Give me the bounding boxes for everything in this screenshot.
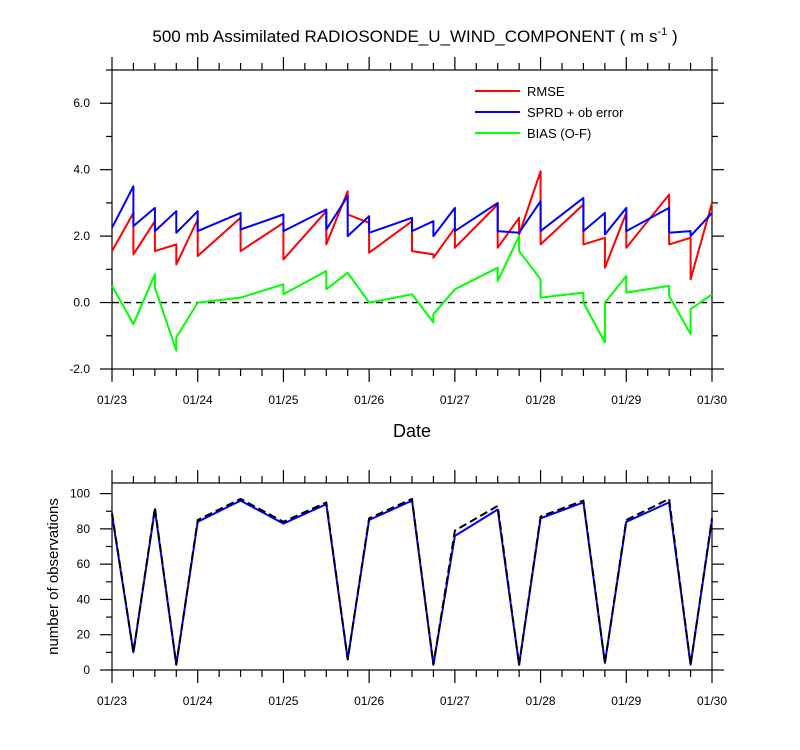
stats-x-tick-label: 01/25: [268, 393, 298, 407]
stats-x-ticks: [111, 57, 713, 382]
obs-x-tick-label: 01/27: [440, 694, 470, 708]
x-axis-title: Date: [393, 421, 431, 441]
obs-x-ticks: [111, 470, 713, 683]
stats-x-tick-label: 01/27: [440, 393, 470, 407]
obs-y-tick-label: 20: [77, 628, 91, 642]
observations-panel: 01/23 01/24 01/25 01/26 01/27 01/28 01/29 01/30…: [45, 470, 727, 708]
obs-x-tick-label: 01/30: [697, 694, 727, 708]
legend-label-rmse: RMSE: [527, 84, 565, 99]
stats-panel: 01/23 01/24 01/25 01/26 01/27 01/28 01/29 01/30…: [69, 57, 727, 441]
stats-x-tick-label: 01/26: [354, 393, 384, 407]
series-line-sprd-ob-error: [111, 185, 713, 238]
obs-y-tick-label: 60: [77, 557, 91, 571]
stats-x-tick-label: 01/29: [611, 393, 641, 407]
legend-label-sprd-ob-error: SPRD + ob error: [527, 105, 624, 120]
obs-y-tick-label: 0: [83, 663, 90, 677]
y-axis-title: number of observations: [45, 498, 62, 655]
obs-x-tick-label: 01/23: [97, 694, 127, 708]
stats-y-tick-label: 0.0: [73, 296, 90, 310]
series-line-bias-o-f: [111, 235, 713, 352]
stats-x-tick-label: 01/23: [97, 393, 127, 407]
obs-y-tick-label: 80: [77, 522, 91, 536]
stats-y-tick-label: 6.0: [73, 96, 90, 110]
obs-x-tick-label: 01/28: [526, 694, 556, 708]
obs-y-tick-label: 40: [77, 592, 91, 606]
series-line-used: [111, 499, 713, 666]
chart-title: 500 mb Assimilated RADIOSONDE_U_WIND_COM…: [152, 26, 677, 46]
obs-plot-frame: [111, 482, 713, 671]
series-line-possible: [111, 497, 713, 666]
obs-y-ticks: [100, 492, 724, 671]
stats-y-ticks: [100, 69, 724, 370]
stats-x-tick-label: 01/28: [526, 393, 556, 407]
legend-label-bias-o-f: BIAS (O-F): [527, 126, 591, 141]
obs-x-tick-label: 01/25: [268, 694, 298, 708]
obs-y-tick-label: 100: [70, 487, 90, 501]
stats-y-tick-label: -2.0: [69, 362, 90, 376]
series-line-rmse: [111, 170, 713, 281]
stats-y-tick-label: 4.0: [73, 163, 90, 177]
obs-x-tick-label: 01/24: [183, 694, 213, 708]
stats-x-tick-label: 01/30: [697, 393, 727, 407]
obs-x-tick-label: 01/26: [354, 694, 384, 708]
stats-x-tick-label: 01/24: [183, 393, 213, 407]
obs-x-tick-label: 01/29: [611, 694, 641, 708]
stats-y-tick-label: 2.0: [73, 229, 90, 243]
